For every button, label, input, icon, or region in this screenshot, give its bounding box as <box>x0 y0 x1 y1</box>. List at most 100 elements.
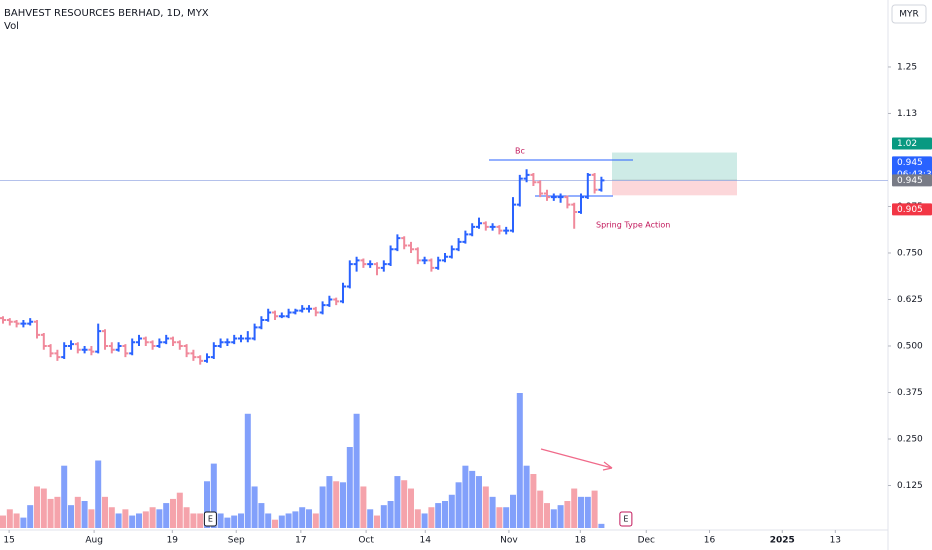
ohlc-bar <box>299 305 306 313</box>
ohlc-bar <box>571 202 578 229</box>
ohlc-bar <box>224 338 231 346</box>
ohlc-bar <box>74 342 81 354</box>
ohlc-bar <box>34 319 40 339</box>
ohlc-bar <box>476 217 482 229</box>
x-tick-label: 15 <box>3 536 14 546</box>
annotation: Bc <box>515 146 525 155</box>
ohlc-bar <box>258 316 265 330</box>
volume-bar <box>442 501 448 528</box>
volume-bar <box>537 490 544 528</box>
volume-bar <box>20 517 27 528</box>
ohlc-bar <box>326 295 333 307</box>
volume-bar <box>319 486 326 528</box>
ohlc-bar <box>129 338 136 356</box>
volume-bar <box>251 486 258 528</box>
volume-bar <box>54 496 61 528</box>
ohlc-bar <box>523 169 530 183</box>
volume-bar <box>564 501 571 528</box>
ohlc-bar <box>244 331 251 343</box>
x-tick-label: 18 <box>575 536 587 546</box>
arrow-head <box>602 461 613 471</box>
volume-bar <box>510 494 516 528</box>
annotation: Spring Type Action <box>596 221 670 230</box>
volume-bar <box>550 509 557 528</box>
volume-bar <box>163 503 170 528</box>
currency-button[interactable] <box>891 4 927 24</box>
volume-bar <box>40 488 47 528</box>
ohlc-bar <box>421 256 428 265</box>
price-badge <box>892 203 932 216</box>
ohlc-bar <box>47 344 54 358</box>
volume-bar <box>544 503 550 528</box>
ohlc-bar <box>394 234 401 252</box>
ohlc-bar <box>190 349 197 361</box>
y-tick-label: 0.500 <box>897 341 923 351</box>
y-tick-label: 0.625 <box>897 295 923 305</box>
volume-bar <box>176 492 183 528</box>
ohlc-bar <box>353 256 360 272</box>
volume-bar <box>496 507 503 528</box>
volume-bar <box>476 476 482 528</box>
y-tick-label: 1.13 <box>897 109 917 119</box>
ohlc-bar <box>510 197 516 233</box>
ohlc-bar <box>122 344 129 358</box>
volume-bar <box>190 513 197 528</box>
event-marker <box>203 511 217 527</box>
volume-bar <box>88 509 95 528</box>
ohlc-bar <box>238 334 244 343</box>
volume-bar <box>516 393 523 528</box>
price-badge-label: 0.945 <box>897 176 923 186</box>
ohlc-bar <box>408 241 414 253</box>
x-tick-label: 19 <box>167 536 179 546</box>
price-badge <box>892 137 932 150</box>
ohlc-bar <box>346 260 353 289</box>
ohlc-bar <box>401 236 408 250</box>
ohlc-bar <box>387 245 394 266</box>
take-profit-zone <box>612 152 737 181</box>
volume-bar <box>74 496 81 528</box>
volume-bar <box>258 503 265 528</box>
ohlc-bar <box>428 258 435 272</box>
volume-bar <box>428 507 435 528</box>
ohlc-bar <box>557 193 564 203</box>
volume-bar <box>578 496 584 528</box>
volume-bar <box>557 505 564 528</box>
volume-bar <box>401 480 408 528</box>
volume-bar <box>210 463 217 528</box>
chart-title: BAHVEST RESOURCES BERHAD, 1D, MYX <box>4 8 209 19</box>
ohlc-bar <box>204 353 210 363</box>
event-label: E <box>623 515 628 524</box>
ohlc-bar <box>578 193 584 214</box>
volume-bar <box>523 465 530 528</box>
volume-bar <box>312 513 319 528</box>
price-badge-label: 0.945 <box>897 158 923 168</box>
ohlc-bar <box>312 306 319 317</box>
volume-bar <box>591 490 598 528</box>
price-badge-label: 0.905 <box>897 205 923 215</box>
ohlc-bar <box>197 355 204 365</box>
ohlc-bar <box>285 308 292 319</box>
volume-bar <box>387 501 394 528</box>
x-tick-label: Dec <box>638 536 655 546</box>
event-label: E <box>208 515 213 524</box>
x-tick-label: 14 <box>420 536 432 546</box>
y-tick-label: 0.750 <box>897 248 923 258</box>
ohlc-bar <box>469 223 476 237</box>
ohlc-bar <box>68 340 74 350</box>
volume-bar <box>156 509 163 528</box>
ohlc-bar <box>544 189 550 201</box>
ohlc-bar <box>88 345 95 356</box>
ohlc-bar <box>183 344 190 358</box>
ohlc-bar <box>550 193 557 201</box>
event-marker <box>619 511 633 527</box>
ohlc-bar <box>530 172 537 187</box>
volume-bar <box>170 498 176 528</box>
volume-bar <box>231 515 238 528</box>
ohlc-bar <box>176 340 183 350</box>
ohlc-bar <box>115 342 122 352</box>
ohlc-bar <box>482 221 489 231</box>
ohlc-bar <box>149 340 156 350</box>
volume-bar <box>285 513 292 528</box>
